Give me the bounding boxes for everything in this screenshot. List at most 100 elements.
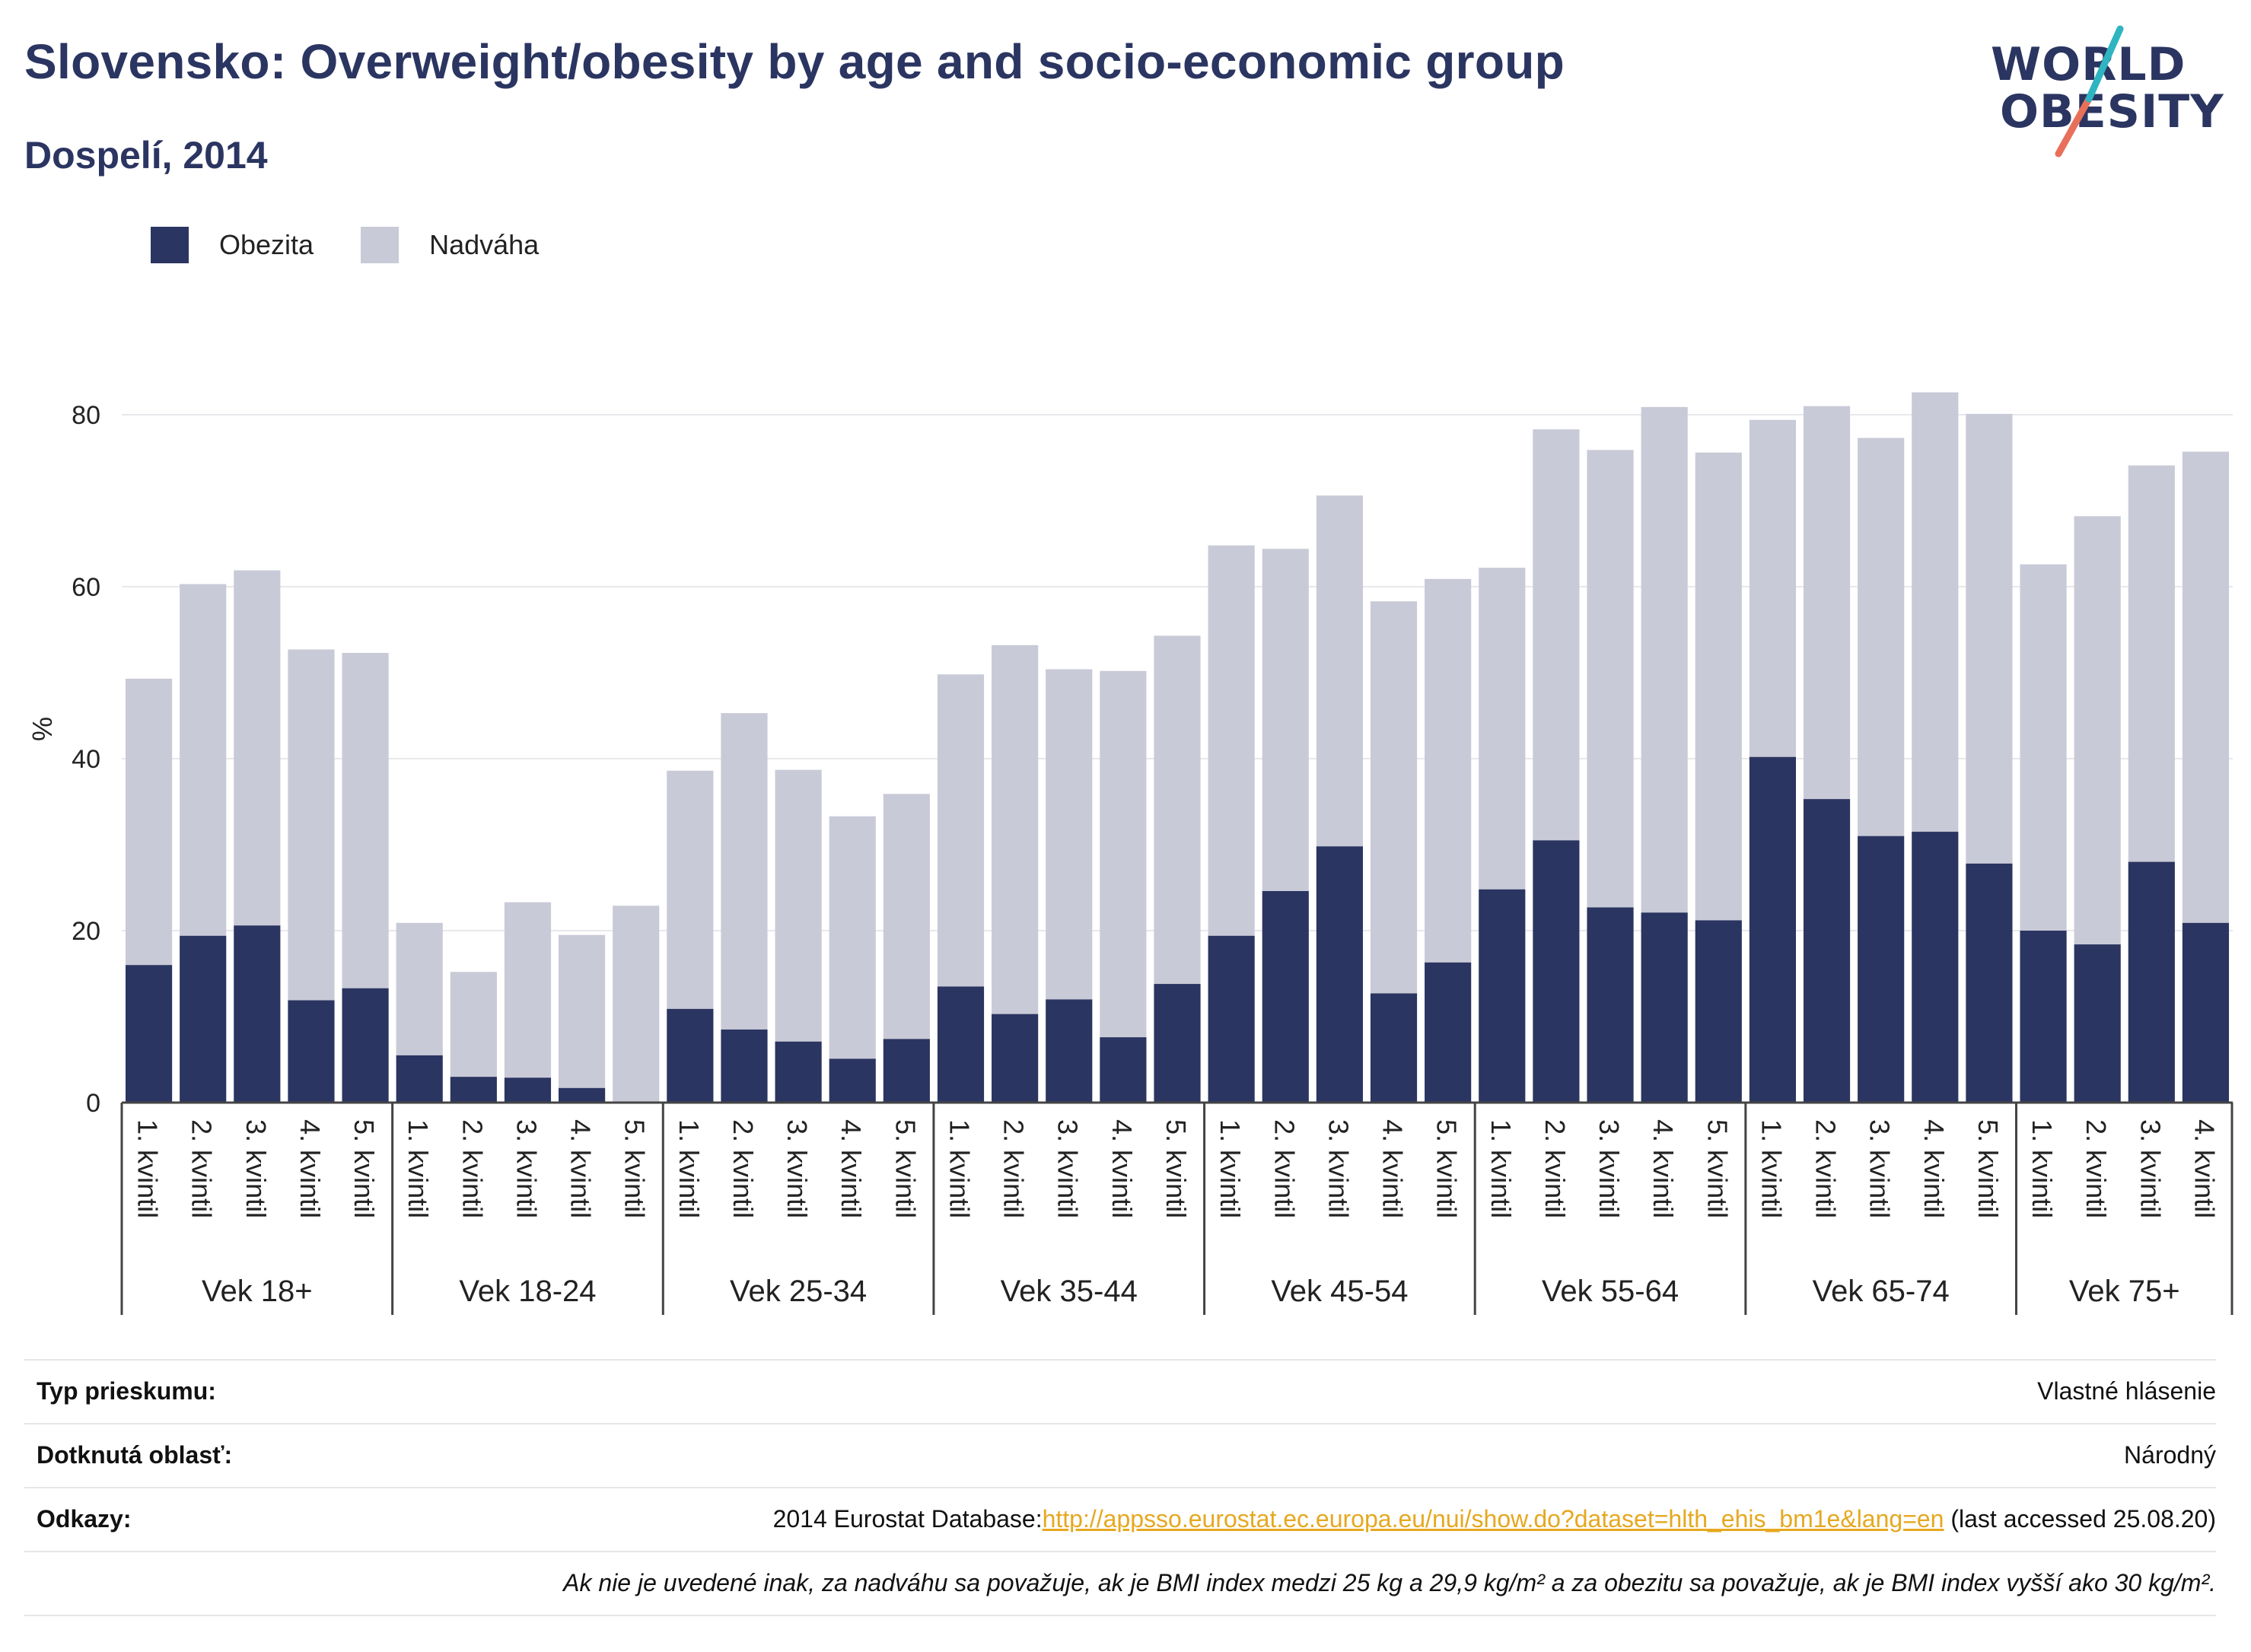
category-tick-label: 2. kvintil [998, 1119, 1030, 1218]
bar-obezita [1749, 756, 1796, 1103]
bar-nadvaha [234, 570, 281, 926]
category-tick-label: 4. kvintil [2189, 1119, 2220, 1218]
legend-swatch-nadvaha [361, 227, 400, 263]
bar-nadvaha [667, 770, 714, 1009]
bar-nadvaha [342, 653, 389, 988]
info-row-note: Ak nie je uvedené inak, za nadváhu sa po… [24, 1551, 2216, 1616]
category-tick-label: 1. kvintil [944, 1119, 975, 1218]
group-label: Vek 55-64 [1542, 1275, 1679, 1308]
category-tick-label: 2. kvintil [186, 1119, 218, 1218]
category-tick-label: 5. kvintil [1972, 1119, 2004, 1218]
bar-obezita [829, 1058, 876, 1103]
bar-nadvaha [1100, 670, 1147, 1038]
bar-obezita [1370, 993, 1418, 1103]
category-tick-label: 2. kvintil [1539, 1119, 1571, 1218]
references-value: 2014 Eurostat Database:http://appsso.eur… [773, 1505, 2216, 1533]
legend-label-obezita: Obezita [219, 229, 314, 260]
y-tick-label: 0 [86, 1089, 100, 1118]
bar-obezita [992, 1014, 1039, 1103]
bar-obezita [1479, 889, 1526, 1103]
bar-nadvaha [559, 934, 606, 1088]
legend-item-nadvaha: Nadváha [361, 227, 539, 263]
bar-nadvaha [1425, 578, 1472, 963]
bar-obezita [180, 935, 227, 1103]
group-label: Vek 25-34 [730, 1275, 867, 1308]
bar-nadvaha [883, 794, 930, 1039]
info-row-references: Odkazy: 2014 Eurostat Database:http://ap… [24, 1487, 2216, 1551]
bar-nadvaha [1695, 452, 1742, 921]
bar-obezita [559, 1087, 606, 1103]
category-tick-label: 3. kvintil [782, 1119, 813, 1218]
category-tick-label: 5. kvintil [1431, 1119, 1463, 1218]
bar-nadvaha [504, 902, 552, 1078]
references-suffix: (last accessed 25.08.20) [1944, 1505, 2216, 1533]
y-axis-label: % [27, 717, 58, 741]
category-tick-label: 3. kvintil [1323, 1119, 1354, 1218]
bar-nadvaha [829, 816, 876, 1059]
category-tick-label: 2. kvintil [457, 1119, 488, 1218]
bar-obezita [2074, 944, 2121, 1103]
bar-nadvaha [1262, 549, 1309, 892]
world-obesity-logo: WORLD OBESITY [1979, 23, 2230, 160]
bar-nadvaha [992, 645, 1039, 1014]
category-tick-label: 2. kvintil [1269, 1119, 1300, 1218]
bar-obezita [1966, 863, 2013, 1103]
category-tick-label: 4. kvintil [1377, 1119, 1409, 1218]
stacked-bar-chart: 0 20 40 60 80% 1. kvintil 2. kvintil 3. kvintil… [27, 392, 2233, 1315]
bar-nadvaha [613, 906, 660, 1103]
bar-obezita [1262, 891, 1309, 1103]
group-label: Vek 18+ [202, 1275, 313, 1308]
bar-nadvaha [1533, 429, 1580, 841]
references-label: Odkazy: [37, 1505, 132, 1533]
bar-obezita [1154, 984, 1201, 1103]
bar-nadvaha [1316, 495, 1363, 847]
bar-obezita [1858, 836, 1905, 1103]
category-tick-label: 4. kvintil [565, 1119, 597, 1218]
references-link[interactable]: http://appsso.eurostat.ec.europa.eu/nui/… [1042, 1505, 1944, 1533]
bar-nadvaha [1370, 601, 1418, 994]
category-tick-label: 5. kvintil [619, 1119, 651, 1218]
category-tick-label: 2. kvintil [1810, 1119, 1842, 1218]
bar-obezita [667, 1008, 714, 1103]
area-value: Národný [2124, 1441, 2216, 1469]
bar-obezita [721, 1029, 768, 1103]
category-tick-label: 5. kvintil [890, 1119, 921, 1218]
category-tick-label: 3. kvintil [2135, 1119, 2166, 1218]
bar-obezita [2182, 922, 2230, 1103]
survey-type-value: Vlastné hlásenie [2037, 1377, 2216, 1405]
bar-obezita [2128, 861, 2175, 1103]
logo-text-world: WORLD [1991, 38, 2186, 91]
bar-obezita [1912, 832, 1959, 1103]
bar-nadvaha [1966, 413, 2013, 864]
bar-obezita [1316, 846, 1363, 1103]
group-label: Vek 35-44 [1001, 1275, 1138, 1308]
bar-nadvaha [775, 769, 822, 1042]
category-tick-label: 3. kvintil [1052, 1119, 1084, 1218]
category-tick-label: 1. kvintil [673, 1119, 705, 1218]
bar-nadvaha [1858, 438, 1905, 836]
y-tick-label: 20 [72, 917, 100, 946]
category-tick-label: 4. kvintil [1106, 1119, 1138, 1218]
bar-obezita [1641, 912, 1688, 1103]
bar-nadvaha [1912, 392, 1959, 832]
category-tick-label: 5. kvintil [349, 1119, 380, 1218]
bar-obezita [396, 1055, 443, 1103]
bar-nadvaha [1479, 568, 1526, 890]
bmi-note: Ak nie je uvedené inak, za nadváhu sa po… [563, 1569, 2216, 1596]
bar-obezita [2020, 931, 2067, 1103]
bar-obezita [1587, 907, 1634, 1103]
bar-nadvaha [2020, 564, 2067, 931]
bar-nadvaha [2182, 451, 2230, 923]
bar-nadvaha [288, 649, 335, 1001]
bar-nadvaha [1154, 635, 1201, 985]
category-tick-label: 1. kvintil [132, 1119, 164, 1218]
bar-nadvaha [1587, 450, 1634, 908]
y-tick-label: 40 [72, 745, 100, 774]
bar-obezita [1803, 799, 1851, 1103]
area-label: Dotknutá oblasť: [37, 1441, 233, 1469]
info-table: Typ prieskumu: Vlastné hlásenie Dotknutá… [24, 1359, 2216, 1616]
y-tick-label: 60 [72, 573, 100, 602]
bar-obezita [342, 988, 389, 1103]
group-label: Vek 18-24 [459, 1275, 596, 1308]
bar-nadvaha [937, 674, 985, 987]
